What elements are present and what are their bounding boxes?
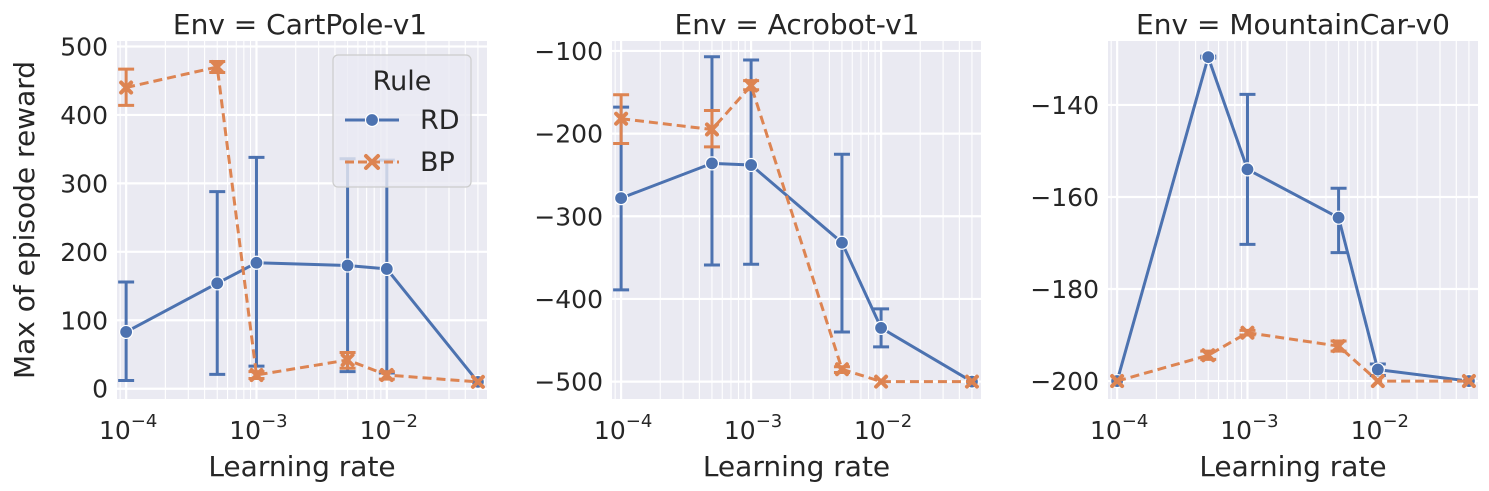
y-tick-label: −200 [534, 120, 603, 149]
data-point-bp [1461, 374, 1476, 389]
x-tick-label: 10−2 [854, 411, 912, 445]
series-line-rd [125, 261, 480, 383]
x-tick-label: 10−3 [229, 411, 287, 445]
y-tick-label: −300 [534, 202, 603, 231]
x-tick-label: 10−2 [1351, 411, 1409, 445]
x-tick-label: 10−3 [1220, 411, 1278, 445]
plot-area-acrobot [612, 41, 981, 399]
data-point-bp [1331, 339, 1346, 354]
data-point-bp [964, 374, 979, 389]
panel-mountaincar: Env = MountainCar-v0 10−4 10−3 10−2 −140 −16… [1030, 8, 1478, 445]
y-tick-label: 100 [60, 306, 108, 335]
y-tick-label: 0 [92, 375, 108, 404]
legend-marker-rd [364, 112, 380, 128]
data-point-rd [249, 255, 264, 270]
data-point-bp [249, 368, 264, 383]
series-line-rd [1115, 55, 1470, 383]
y-tick-label: −160 [1030, 183, 1099, 212]
x-tick-label: 10−4 [1090, 411, 1148, 445]
y-tick-label: −140 [1030, 91, 1099, 120]
data-point-rd [1240, 162, 1255, 177]
data-point-rd [834, 235, 850, 250]
series-line-bp [1116, 331, 1469, 383]
y-tick-label: −100 [534, 37, 603, 66]
x-axis-label-mountaincar: Learning rate [1199, 450, 1386, 483]
y-tick-label: −180 [1030, 275, 1099, 304]
y-tick-label: −500 [534, 368, 603, 397]
series-line-rd [620, 161, 973, 383]
legend-title: Rule [373, 66, 432, 97]
x-tick-label: 10−3 [724, 411, 782, 445]
panel-title-mountaincar: Env = MountainCar-v0 [1136, 8, 1450, 41]
series-line-bp [620, 84, 972, 384]
data-point-rd [210, 276, 225, 291]
data-point-rd [119, 324, 134, 340]
legend-label-bp: BP [420, 147, 455, 178]
y-tick-label: 200 [60, 238, 108, 267]
data-point-bp [874, 374, 889, 389]
data-point-bp [614, 111, 629, 126]
data-point-rd [873, 320, 889, 335]
data-point-bp [744, 78, 759, 93]
y-tick-label: −400 [534, 285, 603, 314]
x-tick-label: 10−4 [594, 411, 652, 445]
x-axis-label-cartpole: Learning rate [208, 450, 395, 483]
panel-title-acrobot: Env = Acrobot-v1 [675, 8, 920, 41]
data-point-bp [1201, 348, 1216, 363]
data-point-rd [614, 190, 629, 206]
panel-acrobot: Env = Acrobot-v1 10−4 10−3 10−2 −100 −200 −30… [534, 8, 981, 445]
panel-title-cartpole: Env = CartPole-v1 [173, 8, 427, 41]
data-point-bp [834, 362, 849, 377]
data-point-bp [1370, 374, 1385, 389]
data-point-rd [379, 261, 394, 277]
data-point-rd [1331, 210, 1346, 225]
legend-label-rd: RD [420, 105, 460, 136]
y-tick-label: −200 [1030, 367, 1099, 396]
legend-marker-bp [364, 154, 380, 170]
y-tick-label: 300 [60, 169, 108, 198]
y-tick-label: 400 [60, 101, 108, 130]
data-point-rd [743, 157, 759, 173]
data-point-rd [340, 258, 355, 273]
data-point-rd [704, 156, 720, 171]
data-point-bp [340, 352, 355, 367]
series-line-bp [125, 65, 479, 384]
x-tick-label: 10−4 [99, 411, 157, 445]
data-point-bp [704, 122, 719, 137]
data-point-rd [1201, 50, 1216, 65]
y-axis-label: Max of episode reward [8, 61, 41, 379]
x-tick-label: 10−2 [360, 411, 418, 445]
x-axis-label-acrobot: Learning rate [703, 450, 890, 483]
data-point-bp [379, 368, 394, 383]
data-point-bp [470, 374, 485, 389]
data-point-bp [210, 60, 225, 75]
legend: Rule RD BP [332, 54, 472, 188]
legend-frame [332, 54, 472, 188]
y-tick-label: 500 [60, 32, 108, 61]
data-point-rd [1370, 362, 1385, 377]
data-point-bp [119, 80, 134, 95]
data-point-bp [1240, 325, 1255, 340]
data-point-bp [1110, 374, 1125, 389]
